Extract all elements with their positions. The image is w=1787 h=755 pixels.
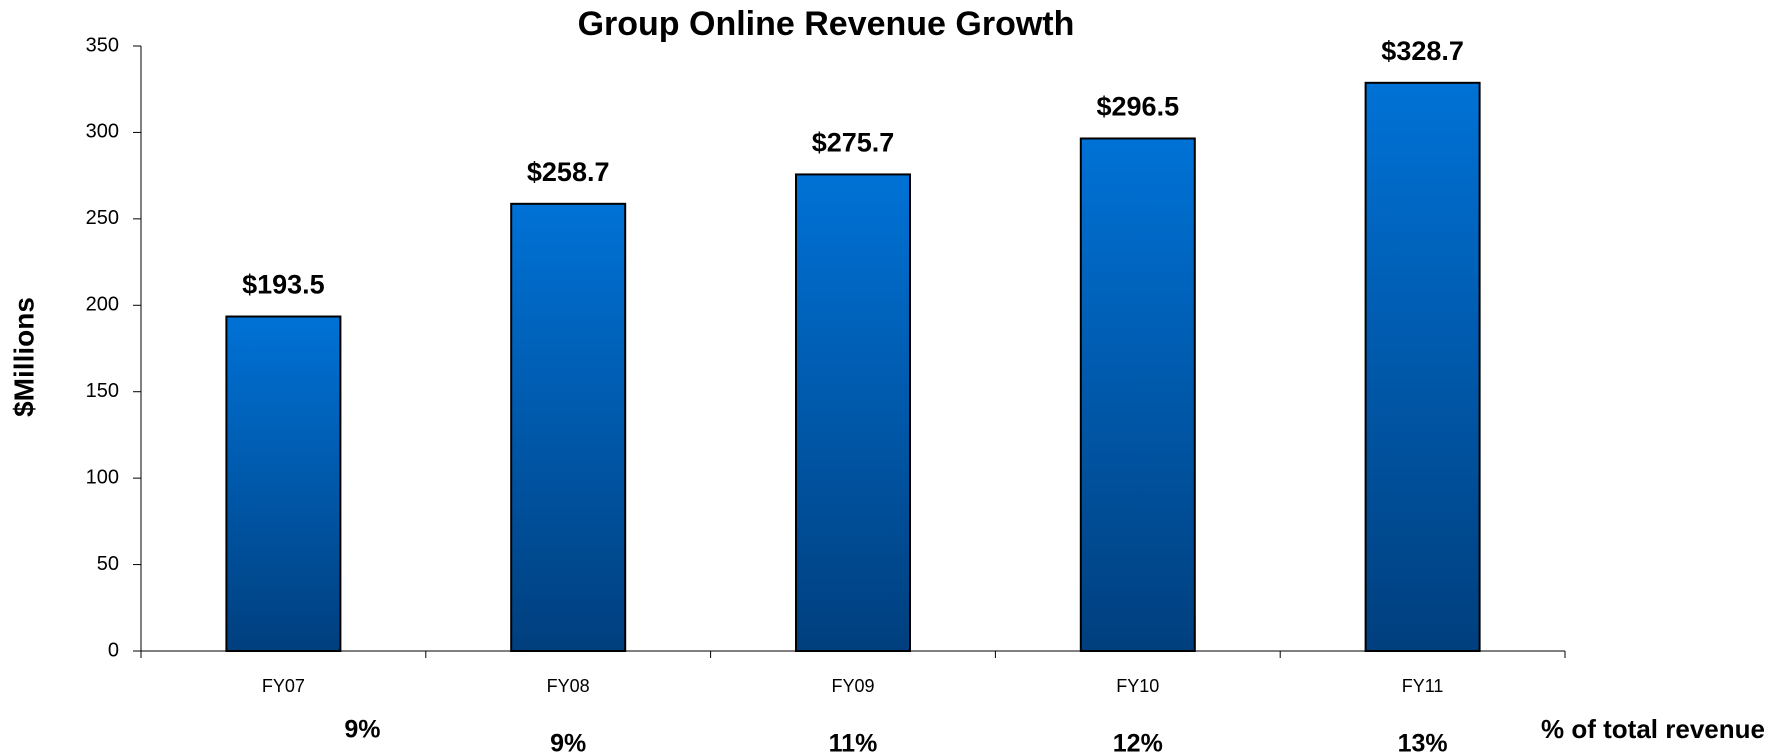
y-tick-label: 150 <box>86 380 119 402</box>
share-title: % of total revenue <box>1541 714 1765 744</box>
y-tick-label: 300 <box>86 121 119 143</box>
x-tick-label: FY07 <box>262 676 305 696</box>
data-label: $328.7 <box>1381 36 1464 66</box>
data-label: $296.5 <box>1097 92 1180 122</box>
bar <box>1364 81 1481 653</box>
x-tick-label: FY08 <box>547 676 590 696</box>
bar <box>795 173 911 652</box>
share-label: 12% <box>1113 730 1163 755</box>
bar <box>1079 137 1196 652</box>
x-tick-label: FY09 <box>831 676 874 696</box>
data-label: $258.7 <box>527 157 610 187</box>
data-label: $275.7 <box>812 128 895 158</box>
bar <box>510 202 627 652</box>
y-tick-label: 250 <box>86 207 119 229</box>
y-axis-label: $Millions <box>8 297 39 417</box>
share-label: 9% <box>344 716 380 744</box>
x-tick-label: FY11 <box>1402 676 1444 696</box>
bar <box>225 315 342 652</box>
y-tick-label: 100 <box>86 466 119 488</box>
data-label: $193.5 <box>242 270 325 300</box>
y-tick-label: 200 <box>86 294 119 316</box>
y-tick-label: 0 <box>108 639 119 661</box>
share-label: 13% <box>1398 730 1448 755</box>
y-tick-label: 350 <box>86 34 119 56</box>
share-label: 9% <box>550 730 586 755</box>
share-label: 11% <box>829 730 878 755</box>
y-tick-label: 50 <box>97 553 119 575</box>
x-tick-label: FY10 <box>1116 676 1159 696</box>
chart-title: Group Online Revenue Growth <box>578 5 1075 43</box>
